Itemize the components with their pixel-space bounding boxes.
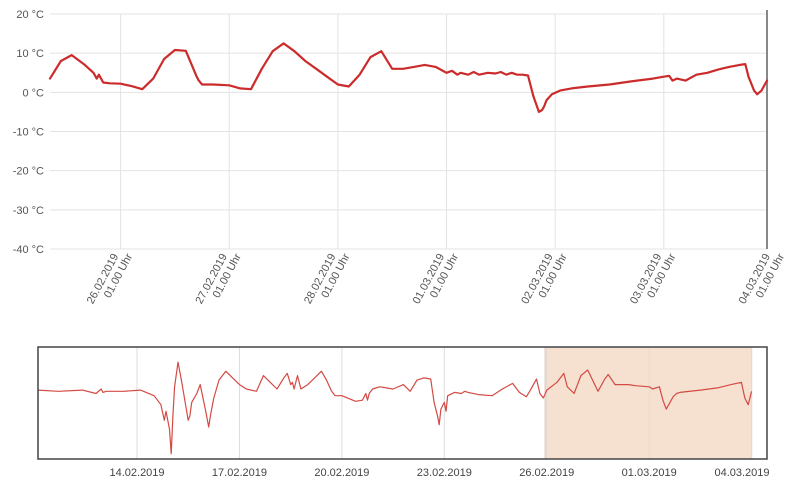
navigator-tick-label: 04.03.2019 (714, 467, 769, 479)
navigator-tick-label: 14.02.2019 (109, 467, 164, 479)
navigator-tick-label: 01.03.2019 (622, 467, 677, 479)
y-tick-label: 20 °C (16, 9, 44, 21)
selected-range[interactable] (544, 346, 753, 460)
y-tick-label: -20 °C (13, 166, 44, 178)
y-tick-label: 0 °C (22, 87, 44, 99)
navigator-tick-label: 20.02.2019 (314, 467, 369, 479)
navigator-tick-label: 17.02.2019 (212, 467, 267, 479)
navigator-chart[interactable]: 14.02.2019 17.02.2019 20.02.2019 23.02.2019… (37, 346, 770, 479)
navigator-tick-label: 26.02.2019 (519, 467, 574, 479)
temperature-line (48, 42, 769, 114)
main-chart: 20 °C10 °C0 °C-10 °C-20 °C-30 °C-40 °C26… (13, 9, 788, 306)
navigator-tick-label: 23.02.2019 (417, 467, 472, 479)
y-tick-label: -30 °C (13, 205, 44, 217)
y-tick-label: -40 °C (13, 244, 44, 256)
y-tick-label: 10 °C (16, 48, 44, 60)
navigator-line (37, 361, 753, 455)
y-tick-label: -10 °C (13, 127, 44, 139)
navigator-frame (37, 346, 768, 460)
